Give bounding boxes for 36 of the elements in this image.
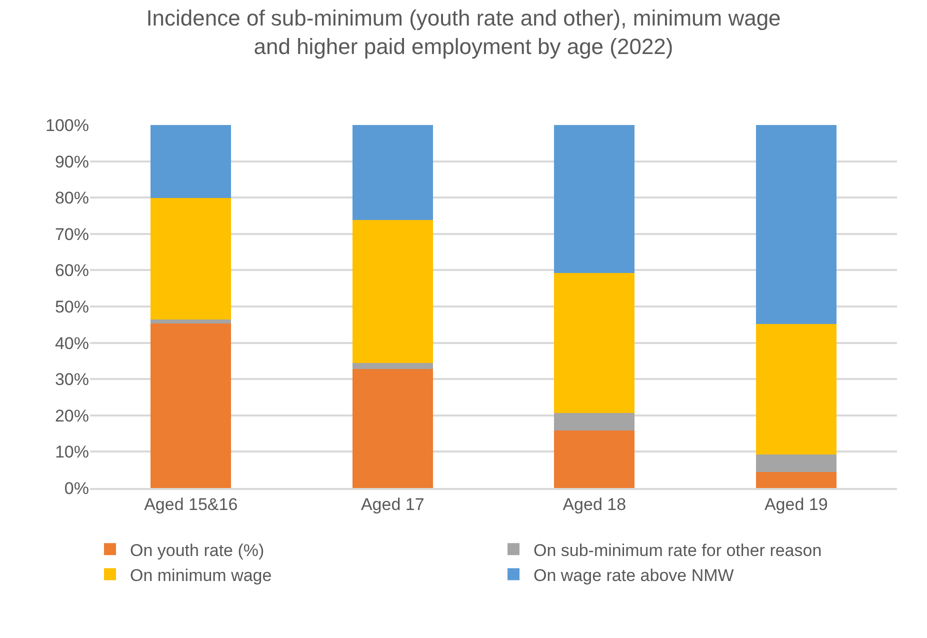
legend-label: On minimum wage xyxy=(130,566,272,585)
y-tick-label: 40% xyxy=(54,334,89,353)
bar xyxy=(756,472,836,488)
bar xyxy=(352,362,433,369)
bar xyxy=(352,368,433,488)
bar xyxy=(150,198,232,320)
bar xyxy=(756,125,836,324)
x-tick-label: Aged 17 xyxy=(360,495,424,514)
bar xyxy=(554,430,635,488)
y-tick-label: 60% xyxy=(54,261,89,280)
legend-label: On sub-minimum rate for other reason xyxy=(534,540,822,560)
bar xyxy=(554,273,635,413)
bar xyxy=(756,324,836,455)
bar xyxy=(150,125,232,198)
y-tick-label: 100% xyxy=(46,116,89,135)
y-tick-label: 50% xyxy=(54,297,89,316)
y-tick-label: 10% xyxy=(54,442,89,462)
y-tick-label: 80% xyxy=(54,188,89,208)
y-tick-label: 30% xyxy=(54,370,89,390)
y-tick-label: 20% xyxy=(54,406,89,426)
bar xyxy=(352,220,433,363)
bar xyxy=(352,125,433,220)
bar xyxy=(150,320,232,324)
bar xyxy=(554,125,635,274)
x-tick-label: Aged 15&16 xyxy=(144,495,238,514)
x-tick-label: Aged 18 xyxy=(562,495,626,514)
y-tick-label: 0% xyxy=(64,478,89,498)
chart-title: Incidence of sub-minimum (youth rate and other), minimum wage and higher paid employment by age (2022) xyxy=(146,6,781,60)
y-tick-label: 90% xyxy=(54,152,89,172)
legend-label: On wage rate above NMW xyxy=(534,566,734,585)
bar xyxy=(554,412,635,431)
bar xyxy=(150,324,232,488)
y-tick-label: 70% xyxy=(54,224,89,244)
legend-label: On youth rate (%) xyxy=(130,540,264,560)
x-tick-label: Aged 19 xyxy=(764,495,828,514)
bar xyxy=(756,454,836,472)
